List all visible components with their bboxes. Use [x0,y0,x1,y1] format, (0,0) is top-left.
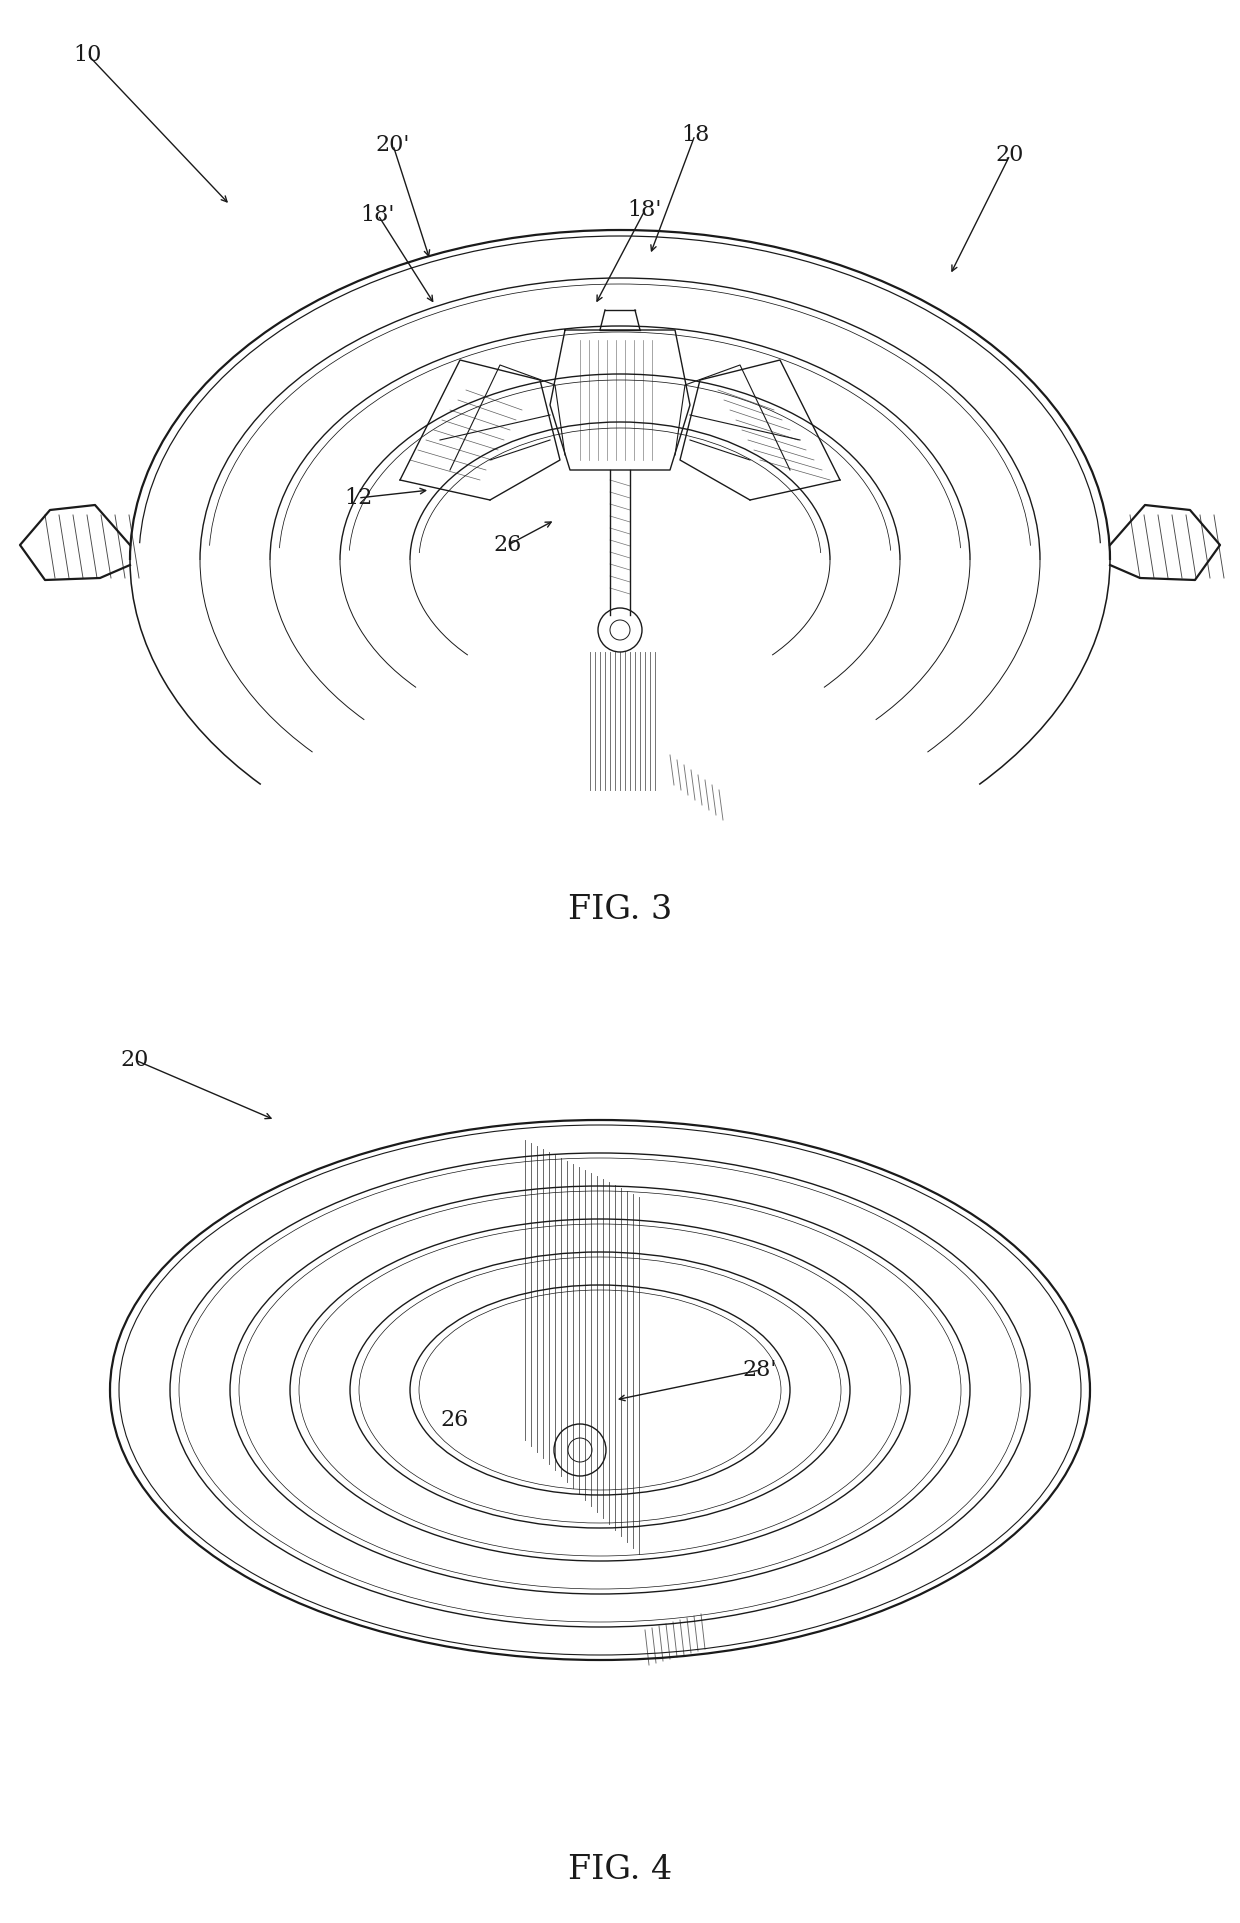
Text: 28': 28' [743,1360,777,1381]
Text: 20: 20 [120,1050,149,1071]
Text: 18: 18 [681,123,709,146]
Text: 10: 10 [74,44,102,65]
Text: 18': 18' [627,198,662,221]
Text: 20': 20' [376,135,410,156]
Text: 18': 18' [361,204,396,227]
Text: 26: 26 [441,1410,469,1431]
Text: FIG. 4: FIG. 4 [568,1854,672,1886]
Text: 12: 12 [343,487,372,510]
Text: 20: 20 [996,144,1024,165]
Text: FIG. 3: FIG. 3 [568,894,672,927]
Text: 26: 26 [494,535,522,556]
